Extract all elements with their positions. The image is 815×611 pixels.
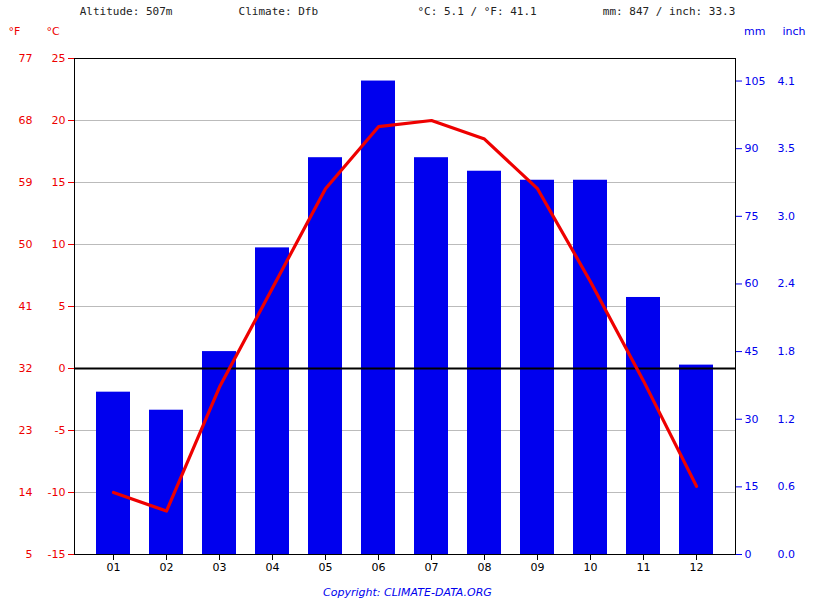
svg-text:45: 45 [745, 345, 759, 358]
svg-text:20: 20 [52, 114, 66, 127]
html-text:Altitude: 507m Climate: Dfb °C: Altitude: 507m Climate: Dfb °C: 5.1 / °F… [79, 5, 736, 18]
svg-text:01: 01 [107, 561, 121, 574]
svg-text:90: 90 [745, 142, 759, 155]
svg-text:12: 12 [690, 561, 704, 574]
svg-text:2.4: 2.4 [778, 277, 796, 290]
svg-text:05: 05 [319, 561, 333, 574]
svg-text:25: 25 [52, 52, 66, 65]
svg-text:07: 07 [425, 561, 439, 574]
svg-text:-15: -15 [48, 548, 66, 561]
svg-text:°F: °F [9, 25, 21, 38]
svg-text:5: 5 [59, 300, 66, 313]
svg-text:50: 50 [19, 238, 33, 251]
svg-text:41: 41 [19, 300, 33, 313]
html-text:Copyright: CLIMATE-DATA.ORG: Copyright: CLIMATE-DATA.ORG [323, 586, 492, 599]
svg-text:mm: mm [744, 25, 765, 38]
svg-text:14: 14 [19, 486, 33, 499]
svg-text:68: 68 [19, 114, 33, 127]
svg-text:15: 15 [745, 480, 759, 493]
svg-text:75: 75 [745, 210, 759, 223]
svg-text:77: 77 [19, 52, 33, 65]
svg-text:4.1: 4.1 [778, 75, 796, 88]
svg-text:10: 10 [584, 561, 598, 574]
svg-text:32: 32 [19, 362, 33, 375]
svg-text:105: 105 [745, 75, 766, 88]
svg-text:30: 30 [745, 413, 759, 426]
svg-text:°C: °C [47, 25, 61, 38]
svg-text:60: 60 [745, 277, 759, 290]
svg-text:02: 02 [160, 561, 174, 574]
svg-text:09: 09 [531, 561, 545, 574]
svg-text:0: 0 [59, 362, 66, 375]
svg-text:0: 0 [745, 548, 752, 561]
svg-text:10: 10 [52, 238, 66, 251]
svg-text:11: 11 [637, 561, 651, 574]
svg-text:1.8: 1.8 [778, 345, 796, 358]
svg-text:03: 03 [213, 561, 227, 574]
svg-text:-10: -10 [48, 486, 66, 499]
svg-text:15: 15 [52, 176, 66, 189]
svg-text:-5: -5 [55, 424, 66, 437]
svg-text:23: 23 [19, 424, 33, 437]
svg-text:08: 08 [478, 561, 492, 574]
svg-text:3.5: 3.5 [778, 142, 796, 155]
svg-text:04: 04 [266, 561, 280, 574]
svg-text:59: 59 [19, 176, 33, 189]
svg-text:0.6: 0.6 [778, 480, 796, 493]
svg-text:1.2: 1.2 [778, 413, 796, 426]
svg-text:5: 5 [26, 548, 33, 561]
svg-text:0.0: 0.0 [778, 548, 796, 561]
svg-text:3.0: 3.0 [778, 210, 796, 223]
svg-text:06: 06 [372, 561, 386, 574]
svg-text:inch: inch [782, 25, 805, 38]
